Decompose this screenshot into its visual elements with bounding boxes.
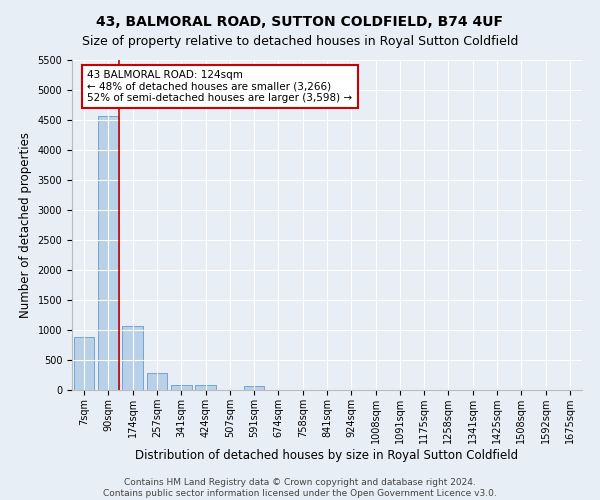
Bar [98,116,119,390]
Text: Size of property relative to detached houses in Royal Sutton Coldfield: Size of property relative to detached ho… [82,35,518,48]
Text: Contains HM Land Registry data © Crown copyright and database right 2024.
Contai: Contains HM Land Registry data © Crown c… [103,478,497,498]
Bar [195,385,216,390]
Text: 43 BALMORAL ROAD: 124sqm
← 48% of detached houses are smaller (3,266)
52% of sem: 43 BALMORAL ROAD: 124sqm ← 48% of detach… [88,70,352,103]
Bar [244,386,265,390]
Text: 43, BALMORAL ROAD, SUTTON COLDFIELD, B74 4UF: 43, BALMORAL ROAD, SUTTON COLDFIELD, B74… [97,15,503,29]
Bar [146,372,167,390]
X-axis label: Distribution of detached houses by size in Royal Sutton Coldfield: Distribution of detached houses by size … [136,448,518,462]
Y-axis label: Number of detached properties: Number of detached properties [19,132,32,318]
Bar [122,326,143,390]
Bar [171,384,191,390]
Bar [74,337,94,390]
